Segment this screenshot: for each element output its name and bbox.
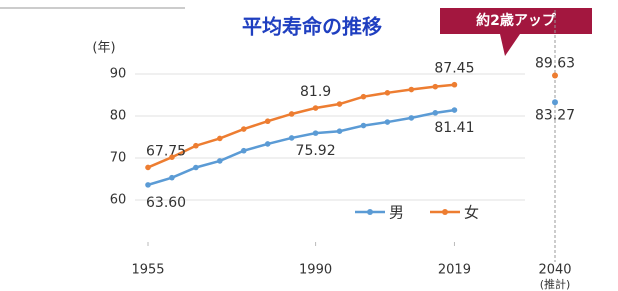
data-point [409,87,415,93]
data-point [385,90,391,96]
value-label: 67.75 [146,143,186,159]
data-point [432,110,438,116]
data-point [169,175,175,181]
data-point [337,101,343,107]
value-label: 81.41 [434,120,474,136]
value-label: 63.60 [146,195,186,211]
data-point [313,130,319,136]
data-point [217,136,223,142]
x-tick-label: 2040 [538,263,571,278]
data-point [145,165,151,171]
data-point [145,182,151,188]
data-point [409,115,415,121]
legend-label: 女 [464,204,479,222]
data-point [385,119,391,125]
x-tick-label: 1955 [131,263,164,278]
x-tick-label: 2019 [438,263,471,278]
projection-label: (推計) [540,277,571,291]
data-point [193,165,199,171]
data-point [337,128,343,134]
legend-marker [442,209,448,215]
data-point [289,135,295,141]
data-point [313,105,319,111]
value-label: 75.92 [296,143,336,159]
data-point [361,94,367,100]
value-label: 83.27 [535,107,575,123]
y-tick-label: 60 [110,193,127,208]
chart: 平均寿命の推移 約2歳アップ (年) 60 70 80 90 1955 1990 2019 2… [0,0,618,291]
value-label: 81.9 [300,84,331,100]
data-point [241,126,247,132]
value-label: 87.45 [434,61,474,77]
data-point [361,123,367,129]
x-tick-label: 1990 [299,263,332,278]
legend-marker [367,209,373,215]
y-tick-label: 70 [110,151,127,166]
y-tick-label: 90 [110,67,127,82]
callout-text: 約2歳アップ [476,12,557,29]
projection-point [552,99,558,105]
y-tick-label: 80 [110,109,127,124]
data-point [452,82,458,88]
data-point [265,118,271,124]
data-point [241,148,247,154]
value-label: 89.63 [535,56,575,72]
data-point [452,107,458,113]
data-point [193,143,199,149]
legend-label: 男 [389,204,404,222]
chart-title: 平均寿命の推移 [242,15,382,39]
y-unit: (年) [92,41,115,56]
data-point [265,141,271,147]
projection-point [552,73,558,79]
data-point [217,158,223,164]
data-point [169,154,175,160]
data-point [289,111,295,117]
data-point [432,84,438,90]
